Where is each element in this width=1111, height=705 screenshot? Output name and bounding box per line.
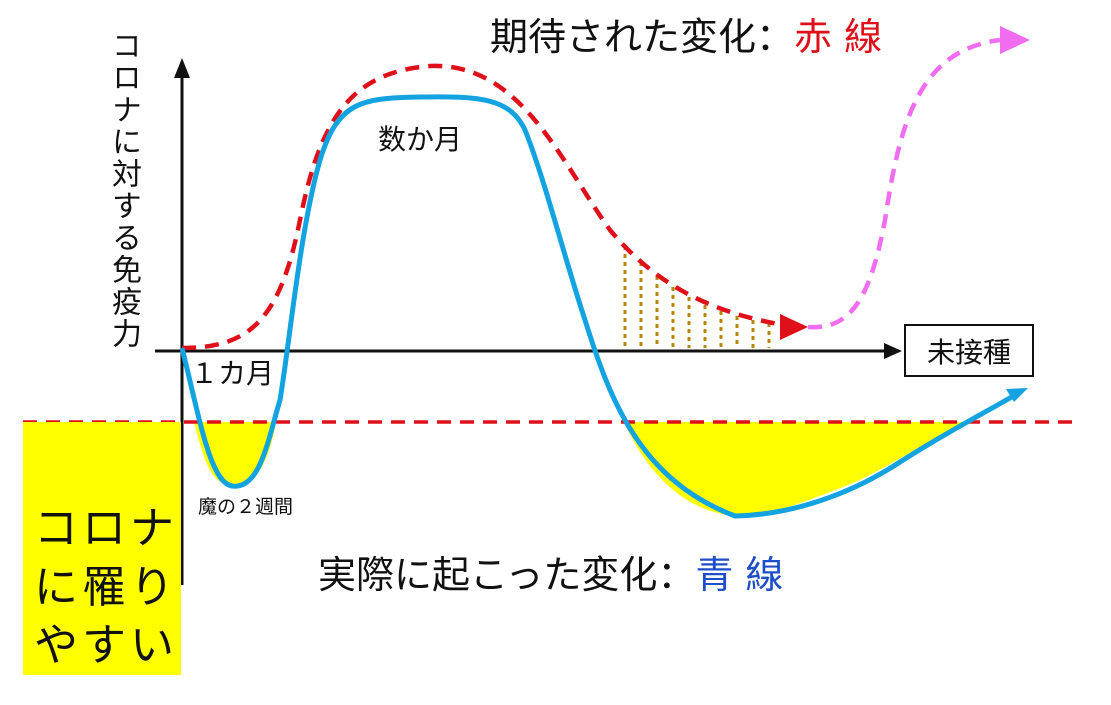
actual-immunity-curve xyxy=(179,94,1017,519)
actual-change-title: 実際に起こった変化：青 線 xyxy=(318,556,783,594)
months-label: 数か月 xyxy=(378,123,463,156)
expected-title-prefix: 期待された変化： xyxy=(490,15,795,59)
expected-change-title: 期待された変化：赤 線 xyxy=(490,18,882,56)
y-axis-arrow-icon xyxy=(174,58,190,78)
unvaccinated-box: 未接種 xyxy=(904,324,1034,377)
x-axis-arrow-icon xyxy=(884,343,902,359)
susceptible-label-line: に罹り xyxy=(34,561,178,613)
susceptible-label-line: コロナ xyxy=(34,503,178,554)
susceptible-label-line: やすい xyxy=(34,620,178,672)
expected-title-color: 赤 線 xyxy=(794,15,883,59)
expected-immunity-curve xyxy=(181,63,791,351)
future-immunity-curve xyxy=(807,37,1001,330)
devil-two-weeks-label: 魔の２週間 xyxy=(198,496,294,518)
actual-title-color: 青 線 xyxy=(695,553,784,597)
y-axis-label: コロナに対する免疫力 xyxy=(106,30,141,350)
one-month-label: １カ月 xyxy=(190,357,275,390)
susceptible-box xyxy=(23,422,181,675)
hatch-region xyxy=(623,246,771,348)
actual-curve-arrow-icon xyxy=(1006,388,1028,402)
expected-curve-arrow-icon xyxy=(780,314,808,340)
future-curve-arrow-icon xyxy=(1000,26,1030,54)
actual-title-prefix: 実際に起こった変化： xyxy=(318,553,696,597)
unvaccinated-label: 未接種 xyxy=(926,335,1011,369)
susceptible-label: コロナ に罹り やすい xyxy=(34,500,184,676)
susceptible-area-late xyxy=(624,422,965,517)
